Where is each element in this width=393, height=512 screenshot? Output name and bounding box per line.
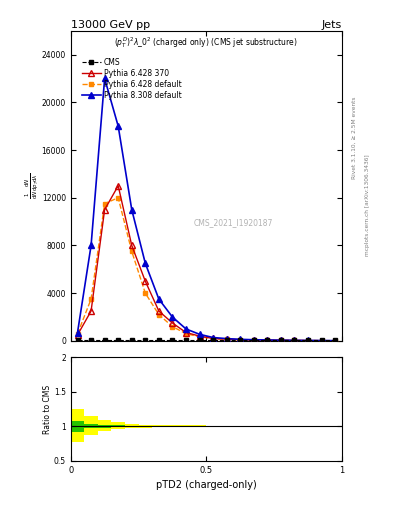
CMS — [252, 337, 256, 343]
CMS — [319, 337, 324, 343]
Pythia 6.428 default — [211, 336, 215, 342]
Pythia 8.308 default — [306, 337, 310, 344]
Pythia 8.308 default — [102, 75, 107, 81]
CMS — [116, 337, 121, 343]
Pythia 6.428 default — [197, 334, 202, 340]
Pythia 8.308 default — [238, 336, 242, 343]
Line: Pythia 6.428 default: Pythia 6.428 default — [75, 195, 338, 343]
CMS — [265, 337, 270, 343]
Pythia 8.308 default — [143, 260, 148, 266]
Pythia 6.428 default — [292, 337, 297, 344]
Pythia 6.428 default — [252, 337, 256, 343]
CMS — [238, 337, 242, 343]
Line: Pythia 6.428 370: Pythia 6.428 370 — [75, 183, 338, 344]
Text: Rivet 3.1.10, ≥ 2.5M events: Rivet 3.1.10, ≥ 2.5M events — [352, 97, 357, 180]
Y-axis label: Ratio to CMS: Ratio to CMS — [43, 385, 52, 434]
Pythia 8.308 default — [279, 337, 283, 343]
Line: CMS: CMS — [75, 337, 338, 343]
CMS — [75, 337, 80, 343]
Text: CMS_2021_I1920187: CMS_2021_I1920187 — [194, 219, 273, 227]
Pythia 6.428 370 — [224, 336, 229, 342]
Pythia 8.308 default — [75, 329, 80, 335]
Pythia 6.428 default — [170, 324, 175, 330]
Pythia 6.428 370 — [143, 278, 148, 284]
Pythia 8.308 default — [265, 337, 270, 343]
Line: Pythia 8.308 default: Pythia 8.308 default — [75, 76, 338, 344]
Text: mcplots.cern.ch [arXiv:1306.3436]: mcplots.cern.ch [arXiv:1306.3436] — [365, 154, 371, 255]
Pythia 6.428 370 — [89, 308, 94, 314]
Y-axis label: $\frac{1}{\mathrm{d}N} \frac{\mathrm{d}N}{\mathrm{d}p_T \mathrm{d}\lambda}$: $\frac{1}{\mathrm{d}N} \frac{\mathrm{d}N… — [23, 173, 40, 199]
Pythia 8.308 default — [184, 326, 188, 332]
Pythia 6.428 default — [306, 337, 310, 344]
Pythia 6.428 370 — [75, 332, 80, 338]
Pythia 6.428 370 — [184, 329, 188, 335]
Pythia 8.308 default — [170, 314, 175, 320]
Pythia 6.428 370 — [333, 337, 338, 344]
Pythia 6.428 default — [319, 337, 324, 344]
Pythia 8.308 default — [116, 123, 121, 129]
Pythia 8.308 default — [333, 337, 338, 344]
CMS — [306, 337, 310, 343]
Pythia 6.428 default — [143, 290, 148, 296]
Pythia 6.428 default — [89, 296, 94, 302]
Pythia 6.428 370 — [292, 337, 297, 344]
CMS — [197, 337, 202, 343]
Pythia 6.428 370 — [156, 308, 161, 314]
Pythia 8.308 default — [129, 206, 134, 212]
Pythia 6.428 370 — [197, 333, 202, 339]
Pythia 8.308 default — [224, 335, 229, 342]
Pythia 8.308 default — [292, 337, 297, 344]
Pythia 8.308 default — [211, 334, 215, 340]
CMS — [292, 337, 297, 343]
CMS — [211, 337, 215, 343]
Text: $(p_T^D)^2\lambda\_0^2$ (charged only) (CMS jet substructure): $(p_T^D)^2\lambda\_0^2$ (charged only) (… — [114, 35, 298, 50]
Pythia 6.428 default — [238, 337, 242, 343]
Pythia 6.428 370 — [211, 335, 215, 342]
CMS — [279, 337, 283, 343]
Pythia 6.428 370 — [265, 337, 270, 343]
X-axis label: pTD2 (charged-only): pTD2 (charged-only) — [156, 480, 257, 490]
Pythia 8.308 default — [156, 296, 161, 302]
Pythia 6.428 370 — [129, 242, 134, 248]
CMS — [102, 337, 107, 343]
Pythia 6.428 370 — [319, 337, 324, 344]
Pythia 6.428 default — [333, 337, 338, 344]
Text: 13000 GeV pp: 13000 GeV pp — [71, 20, 150, 30]
Pythia 6.428 default — [279, 337, 283, 344]
Pythia 6.428 default — [265, 337, 270, 343]
Pythia 6.428 default — [156, 312, 161, 318]
Pythia 6.428 default — [116, 195, 121, 201]
Pythia 6.428 370 — [116, 183, 121, 189]
Pythia 6.428 370 — [238, 336, 242, 343]
Legend: CMS, Pythia 6.428 370, Pythia 6.428 default, Pythia 8.308 default: CMS, Pythia 6.428 370, Pythia 6.428 defa… — [80, 56, 183, 101]
Pythia 6.428 default — [184, 331, 188, 337]
Pythia 6.428 370 — [102, 206, 107, 212]
Pythia 8.308 default — [89, 242, 94, 248]
Pythia 6.428 370 — [306, 337, 310, 344]
Text: Jets: Jets — [321, 20, 342, 30]
Pythia 8.308 default — [319, 337, 324, 344]
CMS — [184, 337, 188, 343]
Pythia 6.428 default — [129, 248, 134, 254]
CMS — [129, 337, 134, 343]
CMS — [170, 337, 175, 343]
CMS — [143, 337, 148, 343]
Pythia 6.428 default — [75, 331, 80, 337]
Pythia 6.428 370 — [279, 337, 283, 344]
Pythia 6.428 default — [224, 336, 229, 343]
Pythia 6.428 default — [102, 201, 107, 207]
Pythia 8.308 default — [197, 331, 202, 337]
Pythia 8.308 default — [252, 337, 256, 343]
CMS — [156, 337, 161, 343]
Pythia 6.428 370 — [170, 320, 175, 326]
CMS — [224, 337, 229, 343]
CMS — [333, 337, 338, 343]
CMS — [89, 337, 94, 343]
Pythia 6.428 370 — [252, 337, 256, 343]
